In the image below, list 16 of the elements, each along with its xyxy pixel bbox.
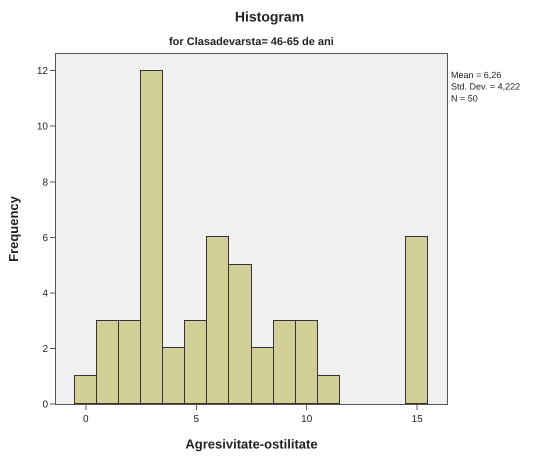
x-tick-label: 10 [301,414,313,425]
x-tick-label: 0 [83,414,90,425]
y-tick-label: 8 [42,177,48,188]
x-tick-label: 15 [412,414,424,425]
y-axis-title: Frequency [6,195,21,262]
chart-subtitle: for Clasadevarsta= 46-65 de ani [169,36,334,48]
text: Mean = 6,26 Std. Dev. = 4,222 N = 50 [451,70,520,104]
x-tick-label: 5 [193,414,200,425]
y-tick-label: 0 [42,400,48,410]
y-tick-label: 6 [42,232,48,244]
y-tick-label: 12 [36,66,48,78]
chart-title: Histogram [234,8,304,24]
x-axis-title: Agresivitate-ostilitate [185,436,318,452]
y-tick-label: 2 [42,344,48,355]
y-tick-label: 4 [42,288,48,300]
y-tick-label: 10 [36,122,48,133]
